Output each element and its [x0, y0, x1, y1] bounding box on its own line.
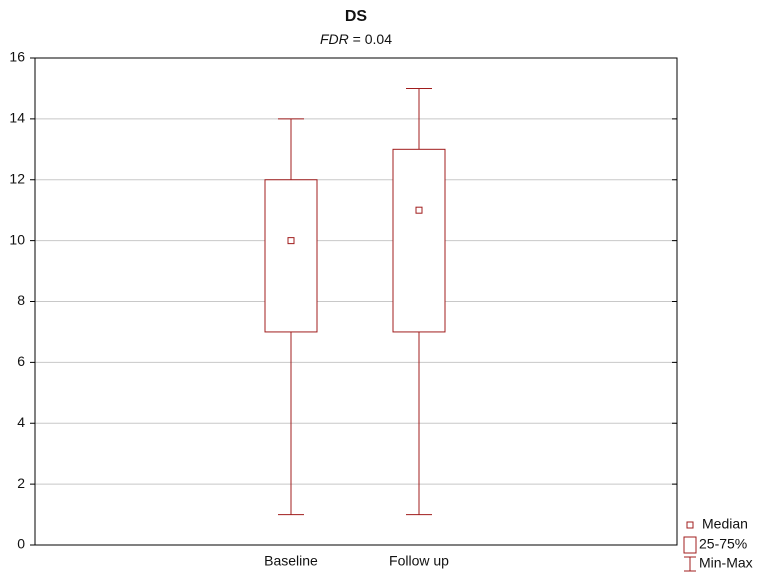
box — [264, 179, 318, 333]
median-marker — [415, 206, 423, 214]
y-tick-label: 6 — [17, 353, 25, 369]
subtitle-italic: FDR — [320, 31, 349, 47]
y-tick-label: 4 — [17, 414, 25, 430]
legend-label: Median — [702, 516, 748, 532]
subtitle-text: = 0.04 — [349, 31, 392, 47]
x-tick-label: Baseline — [264, 553, 318, 569]
y-tick-label: 12 — [9, 170, 25, 186]
legend-box-swatch — [683, 536, 697, 554]
median-marker — [287, 237, 295, 245]
x-tick-label: Follow up — [389, 553, 449, 569]
legend-label: Min-Max — [699, 555, 753, 571]
legend-label: 25-75% — [699, 536, 747, 552]
y-tick-label: 16 — [9, 49, 25, 65]
chart-subtitle: FDR = 0.04 — [320, 31, 392, 47]
y-tick-label: 8 — [17, 292, 25, 308]
y-tick-label: 2 — [17, 475, 25, 491]
legend-median-swatch — [686, 521, 694, 529]
box — [392, 148, 446, 333]
plot-frame — [34, 57, 678, 546]
y-tick-label: 14 — [9, 110, 25, 126]
y-tick-label: 10 — [9, 231, 25, 247]
chart-title: DS — [345, 8, 368, 25]
y-tick-label: 0 — [17, 536, 25, 552]
